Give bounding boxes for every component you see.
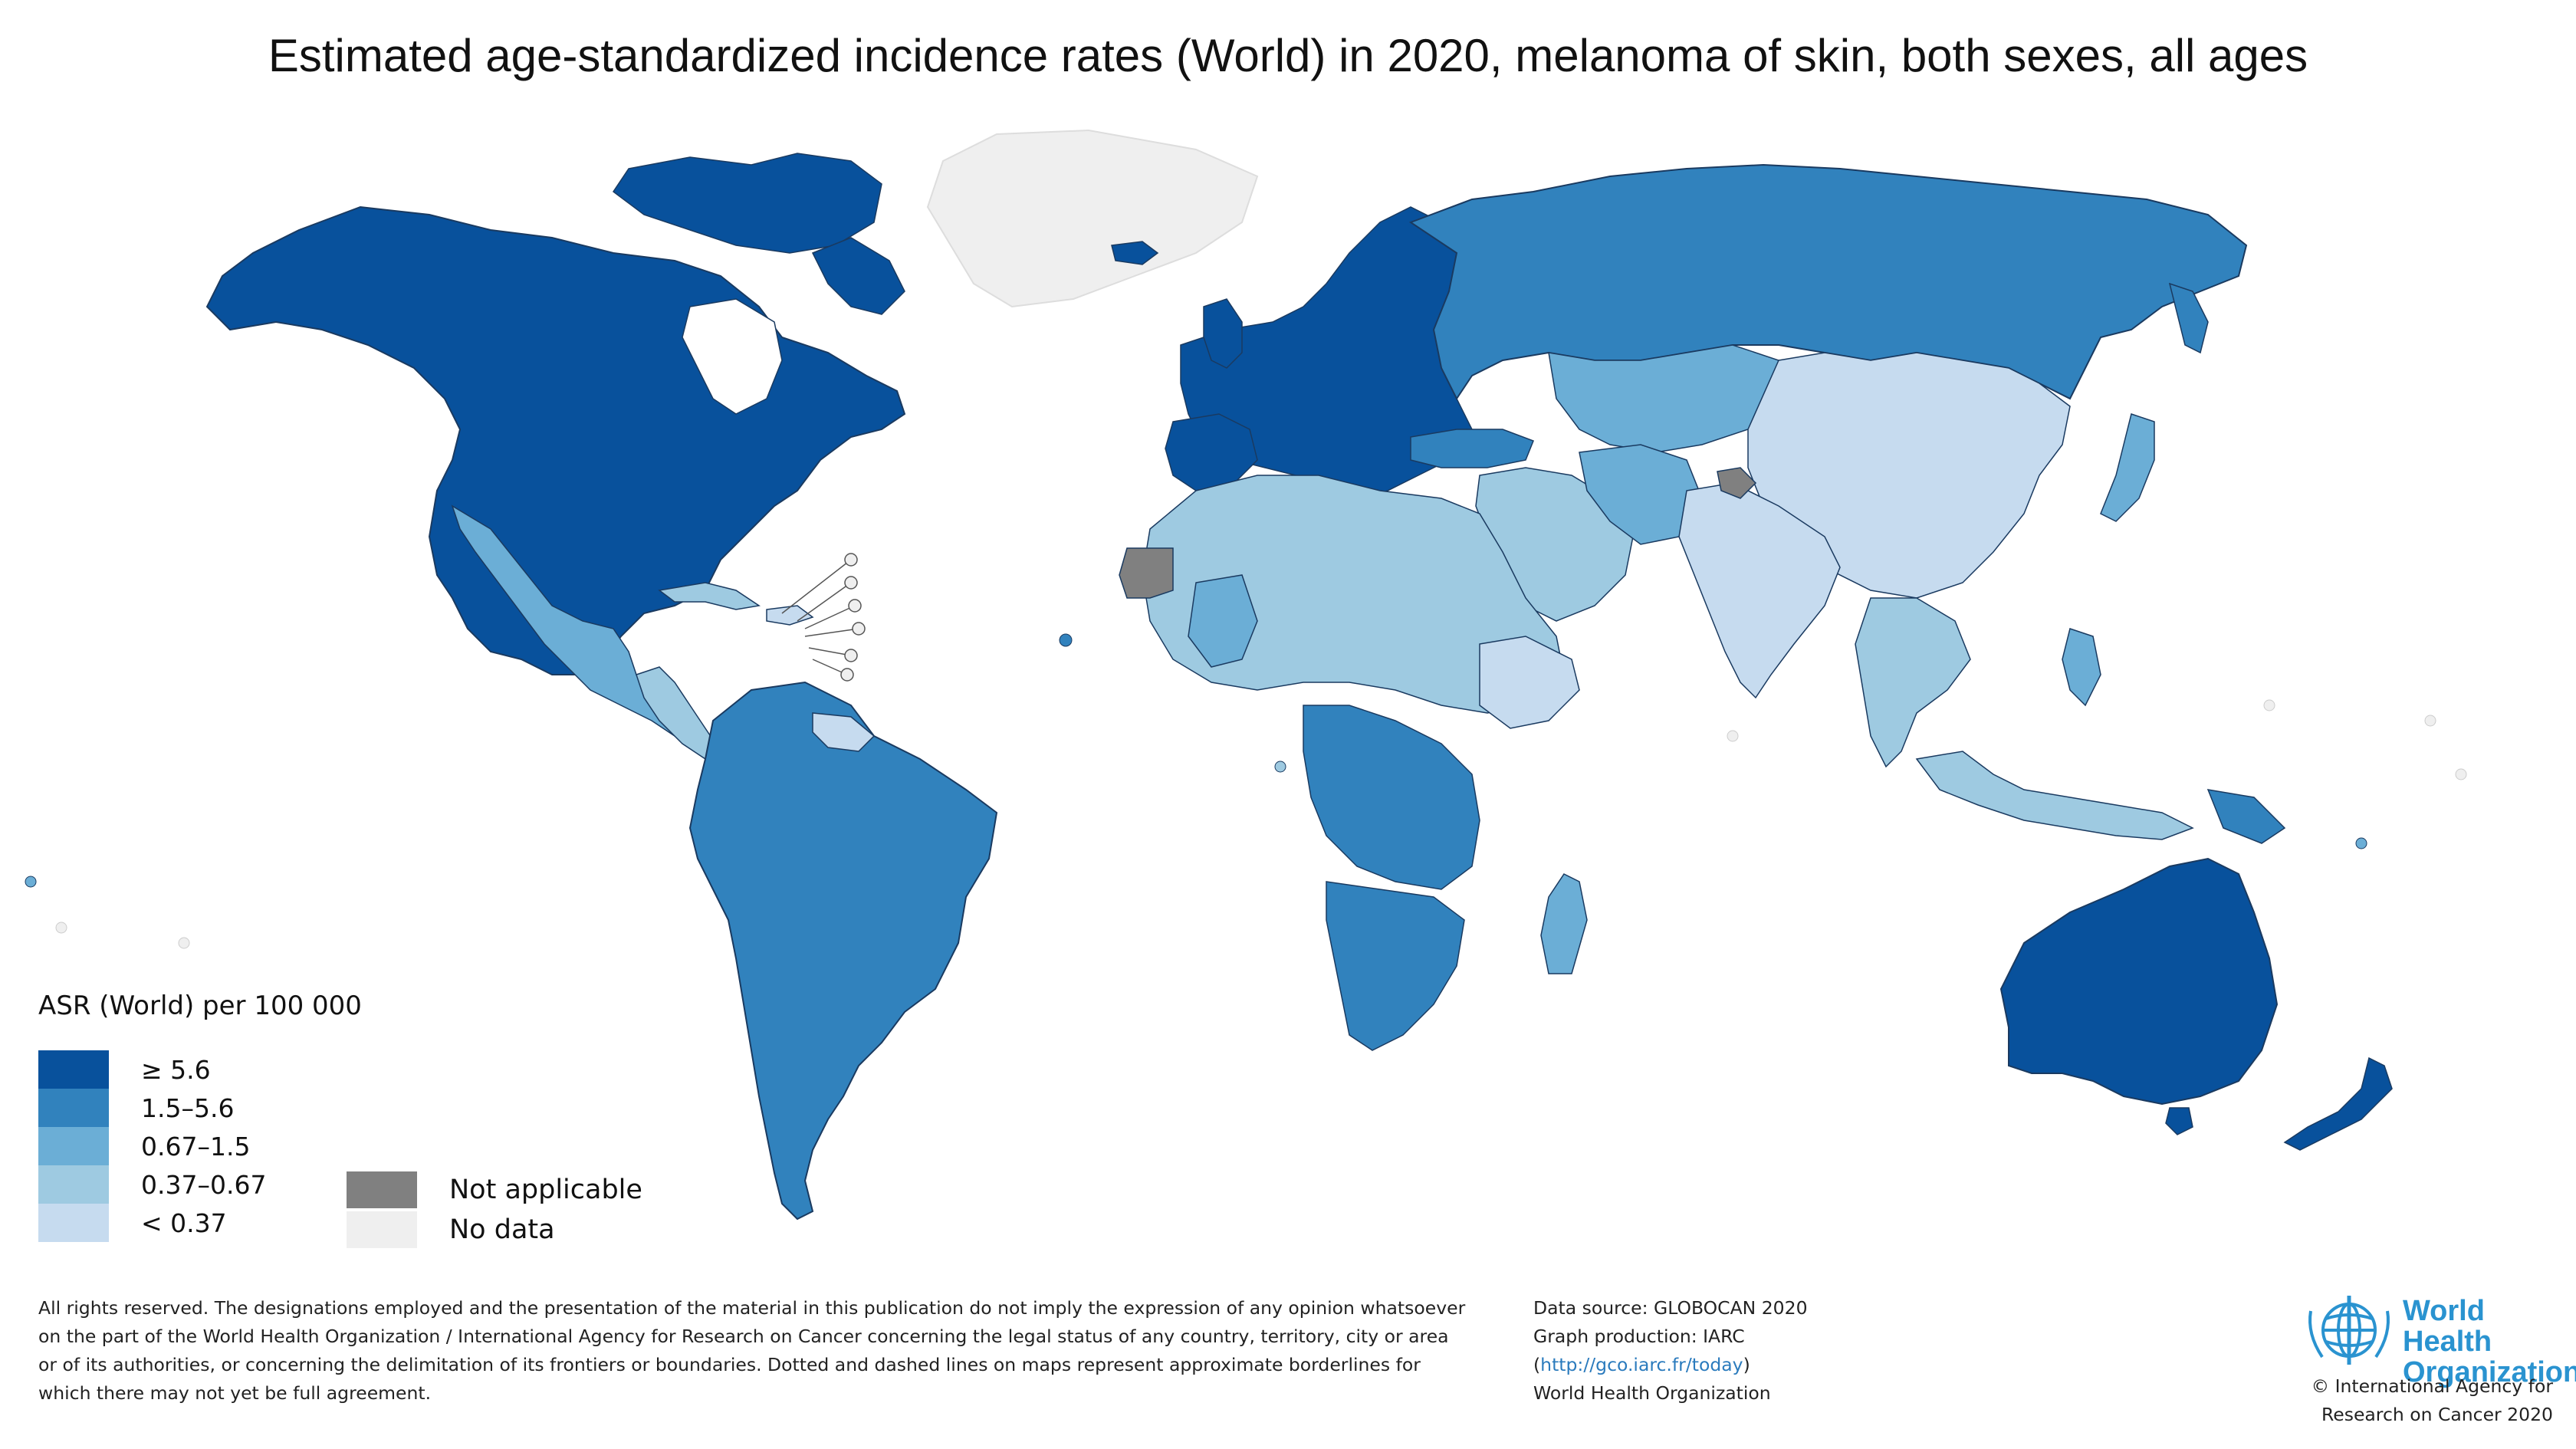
island-marker	[1274, 761, 1286, 773]
region-indonesia	[1915, 751, 2194, 840]
island-marker	[2424, 715, 2436, 727]
region-papua-new-guinea	[2206, 789, 2286, 844]
who-logo-text: World Health Organization	[2403, 1295, 2576, 1388]
legend-swatch-not-applicable	[347, 1171, 417, 1208]
region-north-america	[205, 205, 906, 675]
legend-label-no-data: No data	[449, 1214, 555, 1245]
region-baffin	[811, 237, 905, 315]
who-emblem-icon	[2308, 1296, 2390, 1365]
legend-swatch-no-data	[347, 1211, 417, 1248]
legend-label: < 0.37	[141, 1208, 227, 1238]
legend-label: ≥ 5.6	[141, 1054, 211, 1085]
legend-label-not-applicable: Not applicable	[449, 1175, 642, 1205]
source-line: Data source: GLOBOCAN 2020	[1533, 1297, 1808, 1319]
island-marker	[2355, 837, 2367, 849]
legend-swatch	[38, 1050, 109, 1089]
region-greenland	[926, 129, 1259, 308]
legend-row: 1.5–5.6	[38, 1089, 234, 1127]
island-marker	[1727, 730, 1739, 742]
source-link-line: (http://gco.iarc.fr/today)	[1533, 1354, 1750, 1375]
region-tasmania	[2165, 1107, 2193, 1135]
legend-title: ASR (World) per 100 000	[38, 991, 362, 1021]
island-marker	[178, 937, 190, 949]
region-japan	[2100, 413, 2155, 522]
region-new-zealand	[2283, 1056, 2393, 1151]
source-link[interactable]: http://gco.iarc.fr/today	[1540, 1354, 1743, 1375]
legend-label: 1.5–5.6	[141, 1092, 235, 1123]
region-iceland	[1111, 241, 1159, 265]
region-southeast-asia	[1855, 597, 1971, 768]
region-east-africa	[1479, 636, 1580, 729]
region-south-america	[688, 681, 998, 1221]
island-marker	[55, 922, 67, 934]
region-kamchatka	[2168, 282, 2209, 354]
legend-not-applicable: Not applicable	[347, 1171, 642, 1208]
region-hispaniola	[766, 605, 814, 626]
region-western-sahara	[1119, 547, 1174, 599]
disclaimer-line: All rights reserved. The designations em…	[38, 1297, 1466, 1319]
region-australia	[1999, 857, 2279, 1106]
legend-label: 0.67–1.5	[141, 1131, 251, 1162]
region-uk	[1203, 298, 1243, 369]
island-marker	[25, 876, 37, 888]
region-guianas	[812, 712, 876, 752]
region-india	[1678, 482, 1841, 699]
legend-row: < 0.37	[38, 1204, 227, 1242]
region-central-asia	[1548, 344, 1779, 453]
island-marker	[2263, 699, 2275, 711]
region-central-africa	[1303, 705, 1480, 890]
region-turkey	[1410, 429, 1534, 468]
legend-no-data: No data	[347, 1211, 555, 1248]
legend-row: 0.67–1.5	[38, 1127, 250, 1165]
source-line: Graph production: IARC	[1533, 1326, 1745, 1347]
region-sahel	[1188, 574, 1258, 668]
legend-label: 0.37–0.67	[141, 1169, 267, 1200]
region-russia	[1408, 163, 2248, 400]
island-marker	[1059, 633, 1073, 647]
region-cuba	[658, 582, 761, 610]
legend-row: 0.37–0.67	[38, 1165, 266, 1204]
region-madagascar	[1540, 873, 1588, 974]
data-source: Data source: GLOBOCAN 2020 Graph product…	[1533, 1294, 1808, 1408]
disclaimer-line: which there may not yet be full agreemen…	[38, 1382, 432, 1404]
legend-swatch	[38, 1089, 109, 1127]
disclaimer-line: on the part of the World Health Organiza…	[38, 1326, 1449, 1347]
disclaimer-line: or of its authorities, or concerning the…	[38, 1354, 1421, 1375]
world-choropleth-map	[25, 129, 2467, 1221]
copyright-text: © International Agency for Research on C…	[2311, 1375, 2553, 1425]
legend-swatch	[38, 1165, 109, 1204]
region-hudson-bay	[682, 298, 783, 415]
region-kashmir	[1717, 467, 1757, 499]
map-title: Estimated age-standardized incidence rat…	[268, 30, 2308, 81]
legend-row: ≥ 5.6	[38, 1050, 211, 1089]
region-southern-africa	[1326, 881, 1465, 1051]
caribbean-callouts	[781, 553, 866, 682]
disclaimer-text: All rights reserved. The designations em…	[38, 1294, 1495, 1408]
legend-swatch	[38, 1127, 109, 1165]
region-philippines	[2062, 628, 2101, 707]
island-marker	[2455, 768, 2467, 780]
legend-swatch	[38, 1204, 109, 1242]
region-arctic-islands	[612, 153, 882, 254]
source-line: World Health Organization	[1533, 1382, 1771, 1404]
